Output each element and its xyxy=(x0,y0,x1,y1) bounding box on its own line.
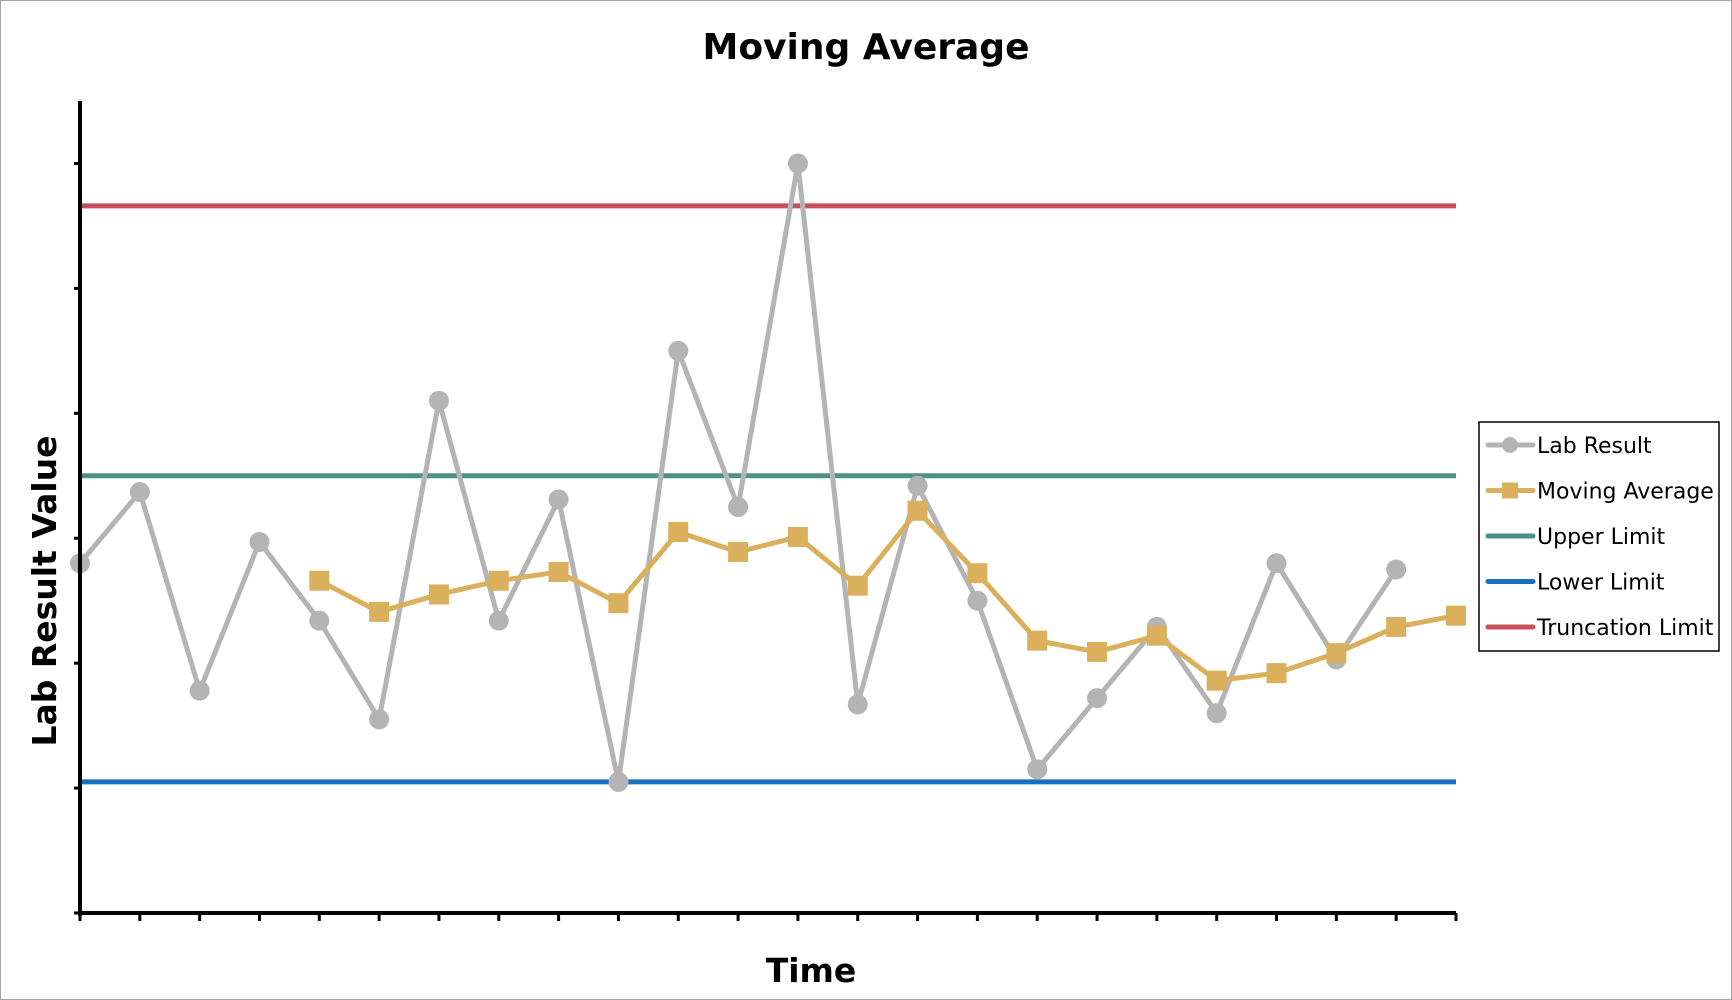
legend-item-lower-limit: Lower Limit xyxy=(1485,571,1665,596)
lab-result-line xyxy=(77,160,1399,785)
lab-result-point xyxy=(608,771,629,792)
lab-result-point xyxy=(1087,688,1108,709)
moving-average-point xyxy=(548,561,569,582)
lab-result-point xyxy=(787,153,808,174)
lab-result-point xyxy=(249,531,270,552)
lab-result-point xyxy=(428,390,449,411)
legend-label: Lower Limit xyxy=(1537,571,1665,596)
moving-average-point xyxy=(608,593,629,614)
lab-result-point xyxy=(1206,703,1227,724)
moving-average-point xyxy=(1146,625,1167,646)
moving-average-point xyxy=(847,575,868,596)
legend: Lab Result Moving Average Upper Limit Lower… xyxy=(1478,421,1720,652)
moving-average-point xyxy=(1326,643,1347,664)
moving-average-point xyxy=(728,541,749,562)
legend-item-truncation-limit: Truncation Limit xyxy=(1485,616,1714,641)
moving-average-point xyxy=(1266,663,1287,684)
x-axis-title: Time xyxy=(766,951,857,990)
legend-label: Upper Limit xyxy=(1537,525,1666,550)
legend-label: Moving Average xyxy=(1537,480,1714,505)
moving-average-point xyxy=(1446,605,1466,626)
lab-result-point xyxy=(1386,559,1407,580)
moving-average-point xyxy=(488,570,509,591)
y-axis-title: Lab Result Value xyxy=(25,435,64,746)
legend-item-lab-result: Lab Result xyxy=(1485,434,1652,459)
lab-result-point xyxy=(907,475,928,496)
chart-title: Moving Average xyxy=(703,27,1030,68)
lab-result-point xyxy=(728,497,749,517)
moving-average-point xyxy=(369,601,390,622)
moving-average-point xyxy=(1027,630,1048,651)
moving-average-point xyxy=(967,563,988,584)
legend-marker xyxy=(1502,437,1518,453)
legend-marker xyxy=(1502,482,1518,499)
moving-average-point xyxy=(309,570,330,591)
moving-average-point xyxy=(787,526,808,547)
lab-result-point xyxy=(369,709,390,730)
lab-result-point xyxy=(967,590,988,611)
lab-result-point xyxy=(668,340,689,361)
moving-average-point xyxy=(1206,670,1227,691)
lab-result-point xyxy=(1027,759,1048,780)
legend-item-moving-average: Moving Average xyxy=(1485,480,1714,505)
moving-average-point xyxy=(1087,641,1108,662)
moving-average-point xyxy=(428,584,449,605)
lab-result-point xyxy=(129,482,150,503)
plot-area xyxy=(70,153,1466,792)
lab-result-point xyxy=(488,610,509,631)
legend-label: Truncation Limit xyxy=(1536,616,1714,641)
moving-average-point xyxy=(668,521,689,542)
lab-result-point xyxy=(1266,553,1287,574)
legend-label: Lab Result xyxy=(1537,434,1652,459)
moving-average-point xyxy=(1386,616,1407,637)
lab-result-point xyxy=(189,680,210,701)
lab-result-point xyxy=(309,610,330,631)
lab-result-point xyxy=(548,489,569,510)
moving-average-point xyxy=(907,500,928,521)
legend-item-upper-limit: Upper Limit xyxy=(1485,525,1666,550)
lab-result-point xyxy=(847,694,868,715)
axes xyxy=(74,101,1458,921)
